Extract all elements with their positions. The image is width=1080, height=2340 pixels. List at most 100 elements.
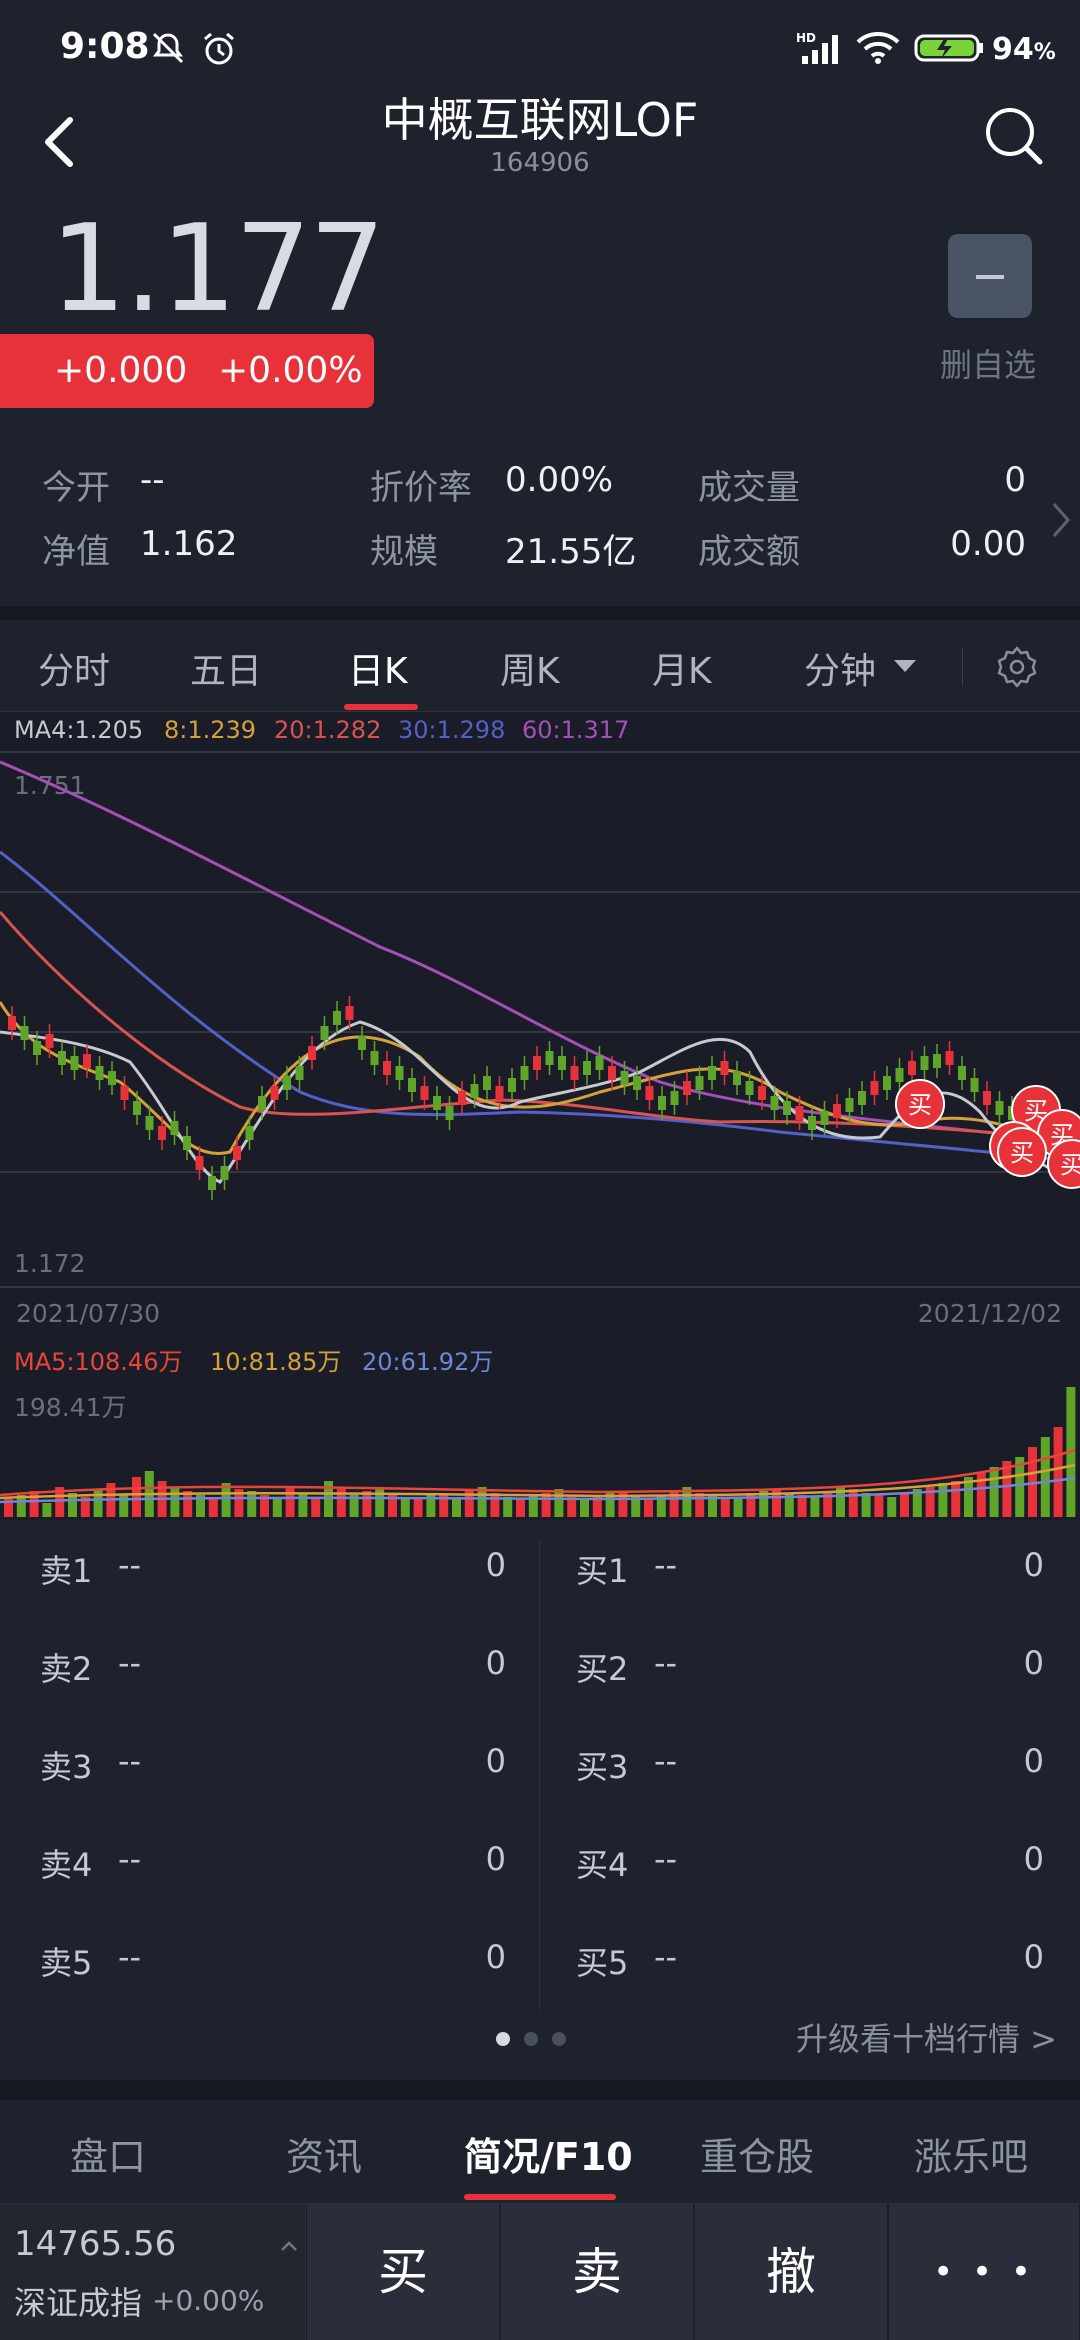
candle-body	[808, 1116, 816, 1130]
upgrade-level10-link[interactable]: 升级看十档行情 >	[796, 2020, 1057, 2058]
search-icon[interactable]	[978, 100, 1048, 170]
sell-level-volume: 0	[485, 1938, 506, 1976]
volume-top-label: 198.41万	[14, 1393, 126, 1422]
candle-body	[345, 1006, 354, 1020]
buy-level-label: 买5	[576, 1944, 629, 1982]
candle-body	[283, 1076, 291, 1090]
candle-body	[320, 1026, 329, 1040]
chevron-right-icon[interactable]	[1050, 500, 1072, 540]
volume-bar	[695, 1493, 705, 1517]
battery-icon	[914, 34, 983, 62]
volume-bar	[298, 1493, 308, 1517]
volume-bar	[260, 1495, 269, 1517]
candle-body	[545, 1051, 554, 1065]
index-value: 14765.56	[14, 2224, 177, 2264]
candle-body	[783, 1101, 791, 1115]
candle-body	[570, 1066, 579, 1080]
volume-bar	[477, 1487, 487, 1517]
volume-bar	[388, 1493, 397, 1517]
tab-intraday[interactable]: 分时	[38, 651, 111, 692]
buy-marker-dot	[895, 1079, 945, 1129]
sell-level-label: 卖2	[40, 1650, 93, 1688]
buy-level-volume: 0	[1023, 1546, 1044, 1584]
tab-holdings[interactable]: 重仓股	[700, 2135, 815, 2179]
volume-chart[interactable]: MA5:108.46万 10:81.85万 20:61.92万 198.41万	[0, 1340, 1080, 1520]
buy-marker[interactable]: 买	[997, 1127, 1047, 1177]
volume-bar	[4, 1499, 13, 1517]
volume-bar	[119, 1495, 129, 1517]
volume-bar	[912, 1489, 922, 1517]
stat-value-volume: 0	[1004, 460, 1026, 500]
volume-bar	[887, 1497, 897, 1517]
candlestick-chart[interactable]: MA4:1.205 8:1.239 20:1.282 30:1.298 60:1.317…	[0, 712, 1080, 1340]
candle-body	[133, 1101, 141, 1115]
remove-favorite-button[interactable]	[948, 234, 1032, 318]
remove-favorite-label[interactable]: 删自选	[940, 346, 1037, 384]
tab-community[interactable]: 涨乐吧	[914, 2135, 1029, 2179]
chevron-down-icon[interactable]	[894, 660, 916, 672]
active-tab-indicator	[344, 704, 418, 710]
stat-value-amount: 0.00	[950, 524, 1026, 564]
back-arrow-icon[interactable]	[30, 102, 110, 182]
tab-five-day[interactable]: 五日	[190, 651, 263, 692]
buy-marker[interactable]: 买	[1047, 1139, 1080, 1189]
sell-level-label: 卖5	[40, 1944, 93, 1982]
volume-bar	[720, 1497, 730, 1517]
candle-body	[695, 1076, 704, 1090]
buy-level-label: 买2	[576, 1650, 629, 1688]
volume-bar	[528, 1495, 538, 1517]
candle-body	[508, 1078, 516, 1092]
detail-tabs: 盘口 资讯 简况/F10 重仓股 涨乐吧	[0, 2100, 1080, 2204]
ma-legend-item: 60:1.317	[522, 716, 629, 744]
candle-body	[483, 1076, 491, 1090]
volume-ma-legend: MA5:108.46万	[14, 1348, 182, 1376]
candle-body	[845, 1098, 854, 1112]
volume-bar	[964, 1477, 973, 1517]
tab-news[interactable]: 资讯	[286, 2135, 363, 2179]
volume-bar	[336, 1489, 346, 1517]
tab-weekly-k[interactable]: 周K	[500, 651, 560, 692]
index-ticker[interactable]: 14765.56 深证成指 +0.00%	[0, 2204, 306, 2340]
buy-level-price: --	[654, 1742, 678, 1780]
order-book-divider	[539, 1540, 540, 2010]
buy-level-price: --	[654, 1840, 678, 1878]
candle-body	[458, 1091, 466, 1105]
page-dot-active	[496, 2032, 510, 2046]
tab-handicap[interactable]: 盘口	[70, 2135, 147, 2179]
candle-body	[533, 1056, 541, 1070]
chevron-up-icon[interactable]	[280, 2240, 298, 2252]
buy-marker-dot	[1047, 1139, 1080, 1189]
candle-body	[645, 1086, 654, 1100]
candle-body	[120, 1086, 129, 1100]
volume-bar	[247, 1491, 257, 1517]
buy-button[interactable]: 买	[307, 2204, 500, 2340]
more-button[interactable]: • • •	[889, 2204, 1080, 2340]
gear-icon[interactable]	[994, 644, 1040, 690]
sell-level-price: --	[118, 1742, 142, 1780]
candle-body	[158, 1126, 166, 1140]
volume-bar	[810, 1497, 820, 1517]
volume-bar	[567, 1497, 577, 1517]
candle-body	[83, 1054, 91, 1068]
tab-monthly-k[interactable]: 月K	[652, 651, 712, 692]
candle-body	[595, 1056, 604, 1070]
volume-bar	[938, 1483, 948, 1517]
buy-marker[interactable]: 买	[895, 1079, 945, 1129]
candle-body	[383, 1061, 391, 1075]
volume-bar	[68, 1493, 77, 1517]
ma-legend-item: 20:1.282	[274, 716, 381, 744]
page-title: 中概互联网LOF	[381, 93, 699, 147]
sell-button[interactable]: 卖	[501, 2204, 694, 2340]
page-dot	[524, 2032, 538, 2046]
price-change: +0.000	[54, 350, 188, 391]
sell-level-volume: 0	[485, 1742, 506, 1780]
volume-bar	[285, 1487, 295, 1517]
candle-body	[858, 1091, 866, 1105]
tab-profile-f10[interactable]: 简况/F10	[464, 2135, 633, 2179]
order-book	[0, 1520, 1080, 2080]
tab-daily-k[interactable]: 日K	[348, 651, 408, 692]
page-dot	[552, 2032, 566, 2046]
tab-minute[interactable]: 分钟	[804, 651, 877, 692]
candle-body	[608, 1066, 616, 1080]
cancel-order-button[interactable]: 撤	[695, 2204, 888, 2340]
